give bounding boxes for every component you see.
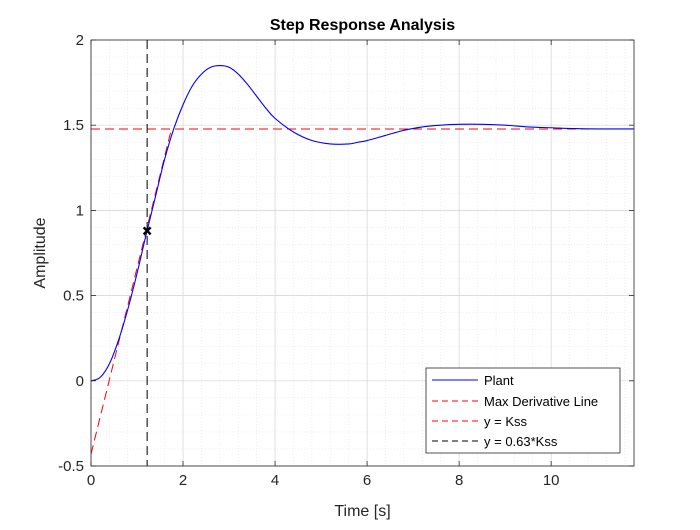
legend-label-max-derivative: Max Derivative Line <box>484 394 598 409</box>
y-tick-label: 2 <box>76 32 84 49</box>
series-line-plant <box>91 65 634 382</box>
x-tick-label: 10 <box>543 472 560 489</box>
x-tick-label: 8 <box>455 472 463 489</box>
legend-label-kss: y = Kss <box>484 414 527 429</box>
x-tick-label: 0 <box>87 472 95 489</box>
series-layer <box>91 40 634 466</box>
axis-ticks <box>90 39 634 467</box>
chart-title: Step Response Analysis <box>270 17 455 34</box>
y-axis-label: Amplitude <box>32 217 49 288</box>
axes-box <box>90 39 635 467</box>
x-tick-label: 2 <box>179 472 187 489</box>
legend-label-063kss: y = 0.63*Kss <box>484 434 558 449</box>
y-tick-label: 0.5 <box>63 288 84 305</box>
y-tick-label: 1.5 <box>63 117 84 134</box>
tick-labels: 0 2 4 6 8 10-0.500.511.52 <box>58 32 559 489</box>
x-tick-label: 6 <box>363 472 371 489</box>
x-tick-label: 4 <box>271 472 279 489</box>
legend-box <box>425 367 621 454</box>
y-tick-label: -0.5 <box>58 458 84 475</box>
marker-stroke-b <box>142 226 152 236</box>
legend-label-plant: Plant <box>484 373 514 388</box>
y-tick-label: 1 <box>76 202 84 219</box>
marker-63-percent-point <box>142 226 152 236</box>
legend: Plant Max Derivative Line y = Kss y = 0.… <box>425 367 621 454</box>
y-tick-label: 0 <box>76 373 84 390</box>
x-axis-label: Time [s] <box>334 503 390 520</box>
